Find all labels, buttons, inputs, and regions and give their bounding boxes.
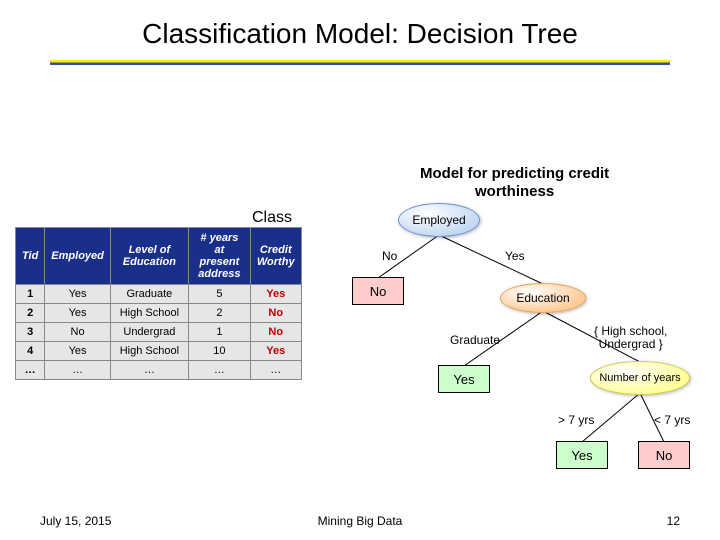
footer-page: 12 <box>667 514 680 528</box>
table-row: …………… <box>16 361 302 380</box>
table-cell: No <box>250 323 301 342</box>
table-cell: 2 <box>188 304 250 323</box>
edge-label: { High school,Undergrad } <box>594 325 667 351</box>
table-cell: High School <box>110 342 188 361</box>
table-cell: 10 <box>188 342 250 361</box>
edge-label: Graduate <box>450 333 500 347</box>
table-body: 1YesGraduate5Yes2YesHigh School2No3NoUnd… <box>16 285 302 380</box>
table-header-row: TidEmployedLevel of Education# years at … <box>16 228 302 285</box>
slide-title: Classification Model: Decision Tree <box>0 0 720 60</box>
footer-date: July 15, 2015 <box>40 514 111 528</box>
table-cell: 1 <box>16 285 45 304</box>
table-cell: … <box>16 361 45 380</box>
table-cell: Graduate <box>110 285 188 304</box>
table-cell: 2 <box>16 304 45 323</box>
table-cell: … <box>250 361 301 380</box>
tree-node-employed: Employed <box>398 203 480 237</box>
table-header-cell: Credit Worthy <box>250 228 301 285</box>
tree-node-no1: No <box>352 277 404 305</box>
table-cell: 3 <box>16 323 45 342</box>
model-caption-l1: Model for predicting credit <box>420 165 609 182</box>
table-cell: Yes <box>250 285 301 304</box>
tree-node-yes1: Yes <box>438 365 490 393</box>
table-cell: Yes <box>45 304 111 323</box>
content-area: Model for predicting credit worthiness C… <box>0 65 720 485</box>
table-cell: Yes <box>250 342 301 361</box>
tree-node-no2: No <box>638 441 690 469</box>
table-row: 2YesHigh School2No <box>16 304 302 323</box>
table-cell: … <box>45 361 111 380</box>
tree-node-years: Number of years <box>590 361 690 395</box>
model-caption-l2: worthiness <box>475 183 554 200</box>
table-row: 4YesHigh School10Yes <box>16 342 302 361</box>
data-table: TidEmployedLevel of Education# years at … <box>15 227 302 380</box>
table-header-cell: Employed <box>45 228 111 285</box>
footer-title: Mining Big Data <box>318 514 403 528</box>
tree-node-education: Education <box>500 283 586 313</box>
table-cell: Yes <box>45 342 111 361</box>
class-label: Class <box>252 209 292 227</box>
edge-label: Yes <box>505 249 525 263</box>
table-cell: 4 <box>16 342 45 361</box>
model-caption: Model for predicting credit worthiness <box>420 165 609 201</box>
table-cell: 5 <box>188 285 250 304</box>
table-header-cell: Tid <box>16 228 45 285</box>
table-header-cell: # years at present address <box>188 228 250 285</box>
edge-label: No <box>382 249 397 263</box>
table-row: 3NoUndergrad1No <box>16 323 302 342</box>
table-cell: No <box>250 304 301 323</box>
table-cell: No <box>45 323 111 342</box>
table-cell: 1 <box>188 323 250 342</box>
edge-label: < 7 yrs <box>654 413 690 427</box>
table-row: 1YesGraduate5Yes <box>16 285 302 304</box>
table-cell: Undergrad <box>110 323 188 342</box>
table-cell: … <box>188 361 250 380</box>
table-cell: Yes <box>45 285 111 304</box>
table-cell: High School <box>110 304 188 323</box>
table-cell: … <box>110 361 188 380</box>
edge-label: > 7 yrs <box>558 413 594 427</box>
tree-node-yes2: Yes <box>556 441 608 469</box>
table-header-cell: Level of Education <box>110 228 188 285</box>
